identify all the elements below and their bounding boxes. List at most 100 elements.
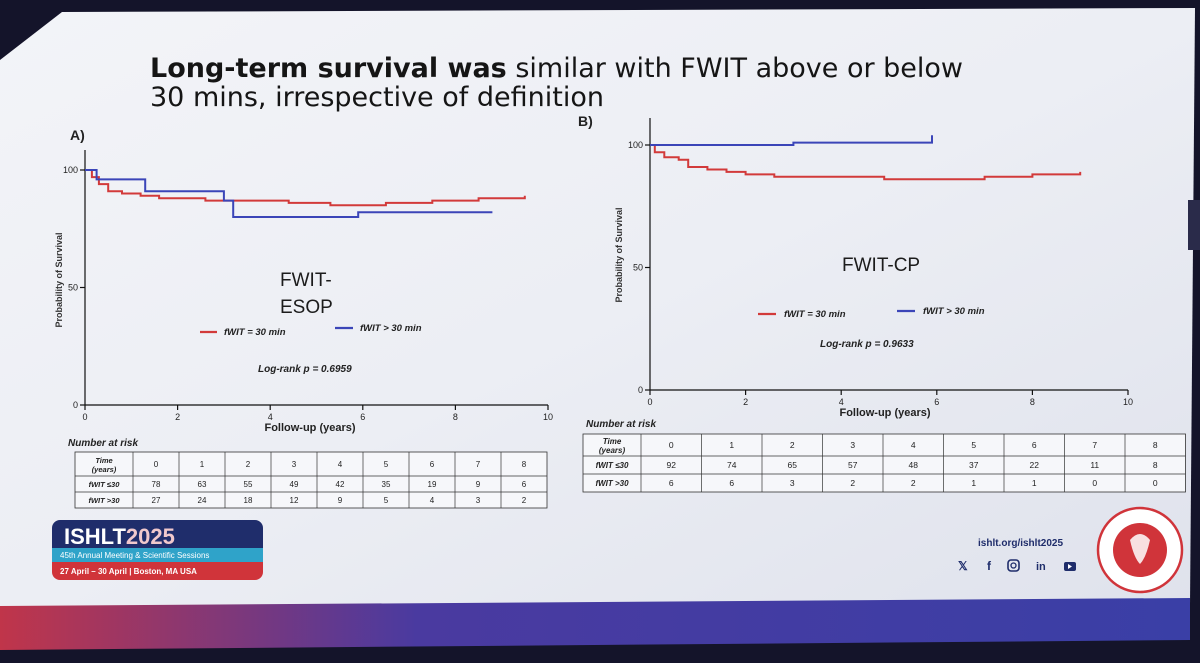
risk-table-cell: 9 [338, 496, 343, 505]
facebook-icon[interactable]: f [987, 559, 992, 573]
legend-label-gt30: fWIT > 30 min [923, 306, 985, 317]
risk-table-time: 6 [430, 460, 435, 469]
panel-label: B) [578, 113, 593, 129]
risk-table-cell: 92 [667, 460, 677, 470]
risk-table-header-label: Time [95, 456, 112, 465]
risk-table-cell: 8 [1153, 460, 1158, 470]
y-axis-label: Probability of Survival [54, 232, 64, 327]
x-tick-label: 8 [453, 412, 458, 422]
youtube-icon[interactable] [1064, 562, 1076, 571]
risk-table-time: 2 [246, 460, 251, 469]
risk-table-row-label: fWIT ≤30 [596, 461, 629, 470]
x-tick-label: 6 [934, 397, 939, 407]
slide-title-rest: similar with FWIT above or below [507, 53, 963, 84]
risk-table-cell: 2 [911, 478, 916, 488]
risk-table-cell: 2 [522, 496, 527, 505]
risk-table-time: 5 [971, 440, 976, 450]
risk-table-cell: 27 [152, 496, 161, 505]
logo-year: 2025 [126, 524, 175, 549]
y-tick-label: 50 [633, 263, 643, 273]
legend-label-le30: fWIT = 30 min [224, 327, 286, 338]
heart-lung-emblem-icon [1130, 534, 1150, 564]
linkedin-icon[interactable]: in [1036, 561, 1046, 573]
logo-top-block [52, 520, 263, 548]
x-ticks: 0 2 4 6 8 10 [647, 390, 1133, 407]
series-group [650, 135, 1082, 181]
risk-table-time: 6 [1032, 440, 1037, 450]
legend-label-le30: fWIT = 30 min [784, 309, 846, 320]
x-axis-label: Follow-up (years) [839, 407, 930, 419]
risk-table-cell: 0 [1153, 478, 1158, 488]
y-tick-label: 100 [63, 165, 78, 175]
risk-table-header-label: Time [603, 437, 622, 446]
society-seal [1096, 506, 1184, 594]
panel-label: A) [70, 127, 85, 143]
x-tick-label: 0 [647, 397, 652, 407]
risk-table-cell: 49 [290, 480, 299, 489]
risk-table-cell: 2 [850, 478, 855, 488]
slide-title-bold: Long-term survival was [150, 53, 507, 84]
risk-table-time: 3 [850, 440, 855, 450]
x-tick-label: 0 [82, 412, 87, 422]
logo-meeting-band [52, 548, 263, 562]
risk-table-cell: 12 [290, 496, 299, 505]
y-tick-label: 50 [68, 283, 78, 293]
legend-label-gt30: fWIT > 30 min [360, 323, 422, 334]
slide-title-line1: Long-term survival was similar with FWIT… [150, 53, 963, 84]
risk-table-row-label: fWIT >30 [88, 496, 120, 505]
risk-table-time: 8 [522, 460, 527, 469]
conference-url[interactable]: ishlt.org/ishlt2025 [978, 538, 1063, 549]
x-tick-label: 6 [360, 412, 365, 422]
slide-footer-band [0, 598, 1190, 650]
x-ticks: 0 2 4 6 8 10 [82, 405, 553, 422]
x-axis-label: Follow-up (years) [264, 422, 355, 434]
risk-table-header-label: (years) [599, 446, 626, 455]
risk-table-cell: 37 [969, 460, 979, 470]
risk-table-cell: 74 [727, 460, 737, 470]
social-icons: 𝕏 f in [958, 559, 1076, 573]
x-tick-label: 4 [839, 397, 844, 407]
risk-table-time: 7 [1092, 440, 1097, 450]
risk-table-time: 2 [790, 440, 795, 450]
y-tick-label: 100 [628, 140, 643, 150]
risk-table-cell: 24 [198, 496, 207, 505]
y-tick-label: 0 [638, 385, 643, 395]
risk-table-cell: 6 [729, 478, 734, 488]
logo-dates-band [52, 562, 263, 580]
risk-table-row-label: fWIT ≤30 [89, 480, 121, 489]
risk-table-time: 0 [154, 460, 159, 469]
risk-table-cell: 42 [336, 480, 345, 489]
x-tick-label: 8 [1030, 397, 1035, 407]
risk-table-time: 1 [200, 460, 205, 469]
risk-table-cell: 55 [244, 480, 253, 489]
risk-table-cell: 1 [971, 478, 976, 488]
risk-table-cell: 6 [669, 478, 674, 488]
slide-title-line2: 30 mins, irrespective of definition [150, 82, 604, 113]
y-ticks: 0 50 100 [628, 140, 650, 395]
y-tick-label: 0 [73, 400, 78, 410]
risk-table-cell: 9 [476, 480, 481, 489]
x-tick-label: 4 [268, 412, 273, 422]
x-icon[interactable]: 𝕏 [958, 559, 968, 573]
risk-table-cell: 11 [1090, 460, 1099, 470]
screen-edge [1188, 200, 1200, 250]
risk-table-time: 3 [292, 460, 297, 469]
risk-table-cell: 63 [198, 480, 207, 489]
risk-table-time: 5 [384, 460, 389, 469]
x-tick-label: 2 [175, 412, 180, 422]
series-line-le30 [85, 169, 526, 207]
risk-table-cell: 35 [382, 480, 391, 489]
risk-table-time: 8 [1153, 440, 1158, 450]
y-axis-label: Probability of Survival [614, 207, 624, 302]
risk-table-cell: 18 [244, 496, 253, 505]
risk-table-cell: 78 [152, 480, 161, 489]
ishlt-logo: ISHLT2025 45th Annual Meeting & Scientif… [52, 520, 263, 580]
instagram-icon[interactable] [1007, 559, 1020, 572]
legend: fWIT = 30 min fWIT > 30 min [200, 323, 422, 338]
risk-table-cell: 6 [522, 480, 527, 489]
dates-line: 27 April – 30 April | Boston, MA USA [60, 567, 197, 576]
x-tick-label: 2 [743, 397, 748, 407]
